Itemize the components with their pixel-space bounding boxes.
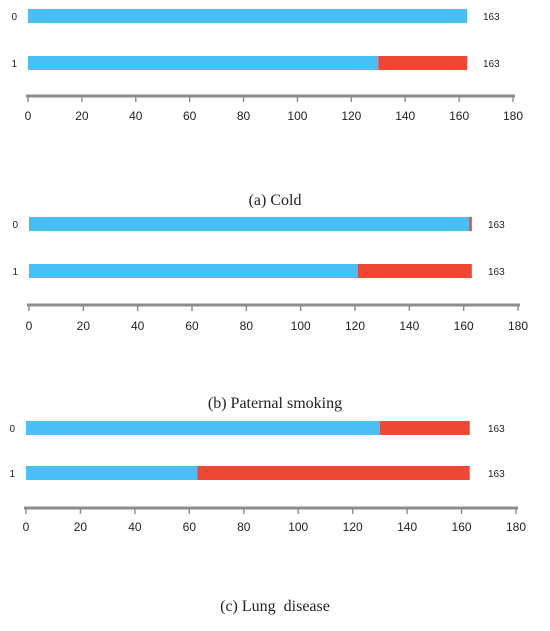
x-tick-label: 0 xyxy=(23,520,30,534)
x-axis-line xyxy=(27,303,520,307)
panel-caption: (c) Lung disease xyxy=(220,598,330,615)
x-tick-label: 140 xyxy=(397,520,417,534)
x-tick-label: 120 xyxy=(343,520,363,534)
bar-segment-blue xyxy=(28,9,468,23)
total-label: 163 xyxy=(488,469,505,480)
x-tick-label: 80 xyxy=(237,109,251,123)
total-label: 163 xyxy=(483,12,500,23)
x-axis-line xyxy=(24,506,518,510)
x-tick-label: 100 xyxy=(291,319,311,333)
bar-segment-blue xyxy=(29,217,470,231)
chart-panel: 0 163 1 163 0 20 40 60 80 100 120 140 160 180 (b) Pate… xyxy=(12,217,528,412)
x-tick-label: 160 xyxy=(452,520,472,534)
x-tick-label: 20 xyxy=(77,319,91,333)
category-label: 1 xyxy=(12,267,18,278)
x-tick-label: 80 xyxy=(237,520,251,534)
category-label: 0 xyxy=(12,220,18,231)
x-tick-label: 180 xyxy=(503,109,523,123)
bar-segment-red xyxy=(378,56,468,70)
x-tick-label: 40 xyxy=(131,319,145,333)
category-label: 1 xyxy=(9,469,15,480)
x-axis-line xyxy=(26,94,515,98)
x-tick-label: 80 xyxy=(240,319,254,333)
x-tick-label: 0 xyxy=(25,109,32,123)
bar-segment-red xyxy=(469,217,472,231)
total-label: 163 xyxy=(483,59,500,70)
bar-segment-red xyxy=(379,421,470,435)
x-tick-label: 100 xyxy=(287,109,307,123)
total-label: 163 xyxy=(488,424,505,435)
chart-panel: 0 163 1 163 0 20 40 60 80 100 120 140 160 180 (a) Cold xyxy=(11,9,523,209)
x-tick-label: 60 xyxy=(185,319,199,333)
x-tick-label: 160 xyxy=(449,109,469,123)
category-label: 1 xyxy=(11,59,17,70)
total-label: 163 xyxy=(488,220,505,231)
x-tick-label: 140 xyxy=(399,319,419,333)
category-label: 0 xyxy=(9,424,15,435)
x-tick-label: 100 xyxy=(288,520,308,534)
x-tick-label: 120 xyxy=(345,319,365,333)
x-tick-label: 180 xyxy=(506,520,526,534)
x-tick-label: 60 xyxy=(183,520,197,534)
bar-segment-red xyxy=(357,264,472,278)
chart-panel: 0 163 1 163 0 20 40 60 80 100 120 140 160 180 (c) Lung… xyxy=(9,421,526,615)
bar-segment-blue xyxy=(29,264,358,278)
x-tick-label: 120 xyxy=(341,109,361,123)
bar-segment-red xyxy=(197,466,470,480)
bar-segment-blue xyxy=(26,421,380,435)
panel-caption: (b) Paternal smoking xyxy=(208,395,342,412)
x-tick-label: 60 xyxy=(183,109,197,123)
bar-segment-blue xyxy=(28,56,379,70)
x-tick-label: 140 xyxy=(395,109,415,123)
x-tick-label: 40 xyxy=(129,109,143,123)
x-tick-label: 20 xyxy=(74,520,88,534)
total-label: 163 xyxy=(488,267,505,278)
panel-caption: (a) Cold xyxy=(249,192,302,209)
x-tick-label: 20 xyxy=(75,109,89,123)
x-tick-label: 40 xyxy=(128,520,142,534)
x-tick-label: 160 xyxy=(454,319,474,333)
bar-segment-blue xyxy=(26,466,198,480)
category-label: 0 xyxy=(11,12,17,23)
x-tick-label: 180 xyxy=(508,319,528,333)
x-tick-label: 0 xyxy=(26,319,33,333)
